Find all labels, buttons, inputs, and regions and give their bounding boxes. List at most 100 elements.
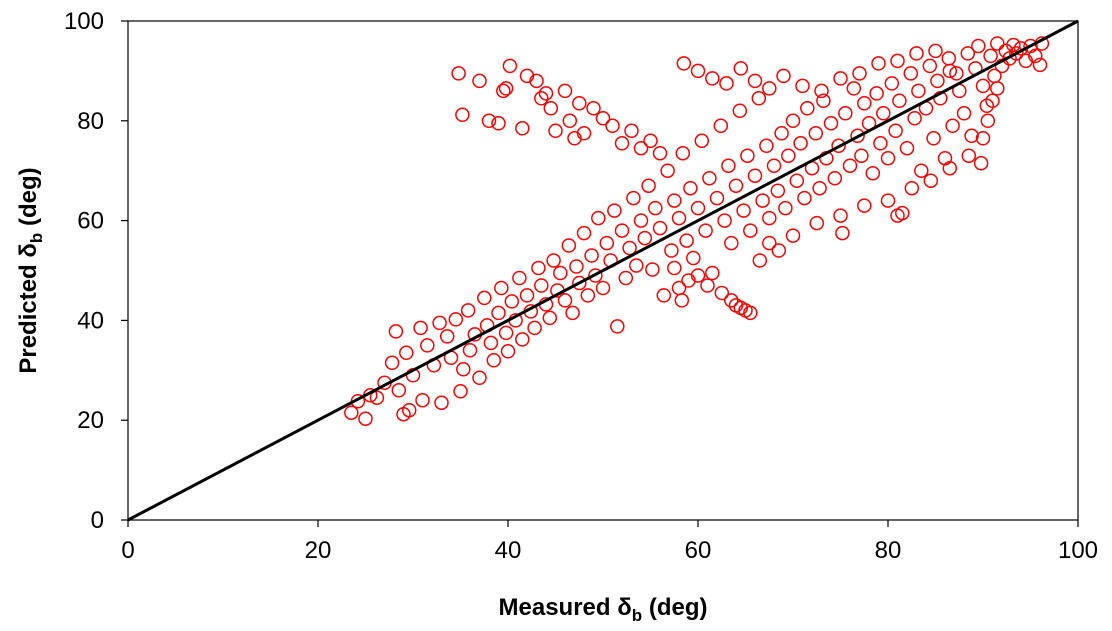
data-point [979,98,995,114]
data-point [543,101,559,116]
data-point [448,312,464,327]
data-point [942,63,958,79]
data-point [930,73,945,89]
data-point [852,66,867,81]
data-point [724,293,739,308]
data-point [542,310,558,326]
x-axis-label: Measured δb (deg) [499,594,708,625]
data-point [854,148,869,163]
y-tick-label: 20 [77,407,104,434]
data-point [588,268,603,283]
data-point [964,128,979,144]
data-point [990,36,1005,51]
data-point [565,305,580,321]
data-point [527,320,542,336]
data-point [914,163,929,178]
data-point [721,158,736,173]
data-point [456,362,471,377]
data-point [873,136,888,151]
data-point [835,225,850,241]
data-point [1009,46,1024,61]
data-point [548,123,563,139]
data-point [713,118,729,134]
data-point [557,83,573,99]
data-point [546,253,561,268]
data-point [455,107,470,123]
data-point [771,243,787,258]
data-point [498,81,514,96]
x-tick-label: 20 [305,537,332,564]
data-point [831,138,846,154]
data-point [816,93,831,109]
data-point [975,78,991,94]
data-point [762,81,777,96]
data-point [937,150,953,166]
data-point [504,294,520,309]
data-point [531,260,546,276]
data-point [709,190,725,206]
y-tick-label: 80 [77,108,104,135]
x-tick-label: 0 [121,537,134,564]
data-point [481,113,497,129]
data-point [800,101,815,116]
data-point [719,76,734,91]
data-point [562,113,578,129]
y-tick-label: 40 [77,307,104,334]
data-point [865,165,881,181]
data-point [622,240,637,256]
x-tick-label: 100 [1058,537,1098,564]
axis-ticks: 0 20 40 60 80 100 0 20 40 60 80 100 [64,8,1098,564]
data-point [460,303,476,318]
data-point [945,118,960,134]
data-point [732,103,748,119]
data-point [795,78,810,94]
data-point [808,126,824,141]
data-point [667,193,682,208]
data-point [656,288,672,303]
data-point [576,126,592,141]
data-point [778,200,793,216]
data-point [664,243,679,258]
data-point [809,215,825,231]
data-point [842,158,858,173]
data-point [980,113,996,129]
data-point [743,305,758,321]
data-point [926,131,941,146]
data-point [928,43,943,59]
data-point [502,58,518,74]
data-point [660,163,675,178]
data-point [752,253,768,268]
data-point [358,411,373,426]
data-point [483,335,499,351]
data-point [369,390,385,405]
data-point [462,343,478,358]
data-point [876,106,891,121]
data-point [607,203,622,218]
data-point [793,136,808,151]
data-point [391,383,407,398]
data-point [743,223,758,238]
data-point [629,258,644,273]
data-point [388,324,404,339]
data-point [683,180,698,196]
data-point [496,83,511,99]
data-point [911,83,926,99]
data-point [869,86,884,101]
data-point [534,91,549,106]
data-point [960,46,976,61]
data-point [890,53,905,69]
data-point [789,173,805,188]
data-point [569,259,584,274]
data-point [637,230,653,246]
data-point [907,111,922,126]
data-point [671,210,687,226]
data-point [626,190,641,206]
reference-line [127,19,1079,522]
data-point [850,128,865,144]
data-point [401,402,417,418]
data-point [618,270,634,286]
data-point [903,66,919,81]
y-tick-label: 0 [91,507,104,534]
data-point [776,68,791,84]
data-point [1006,37,1021,53]
